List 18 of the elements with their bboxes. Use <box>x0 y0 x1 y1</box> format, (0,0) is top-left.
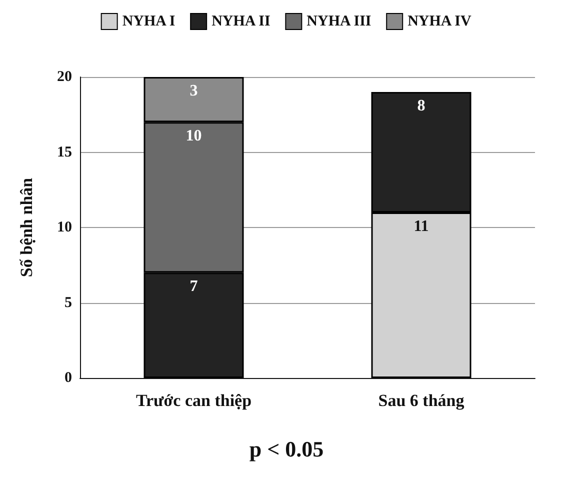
text: p < 0.05 <box>249 436 324 462</box>
data-label: 11 <box>414 218 429 235</box>
y-tick-label: 20 <box>57 69 72 85</box>
y-tick-label: 5 <box>64 294 72 311</box>
legend-label: NYHA I <box>122 14 176 30</box>
legend-label: NYHA II <box>212 14 270 30</box>
data-label: 7 <box>190 278 198 296</box>
x-tick-label: Trước can thiệp <box>136 391 252 410</box>
legend-label: NYHA III <box>306 14 372 30</box>
data-label: 8 <box>417 98 426 115</box>
legend-label: NYHA IV <box>408 14 472 30</box>
y-tick-label: 10 <box>57 220 72 236</box>
y-axis-title: Số bệnh nhân <box>17 177 36 278</box>
y-tick-label: 15 <box>57 144 72 160</box>
x-tick-label: Sau 6 tháng <box>378 391 465 410</box>
data-label: 3 <box>190 82 198 100</box>
y-tick-label: 0 <box>64 370 72 386</box>
data-label: 10 <box>186 128 202 145</box>
